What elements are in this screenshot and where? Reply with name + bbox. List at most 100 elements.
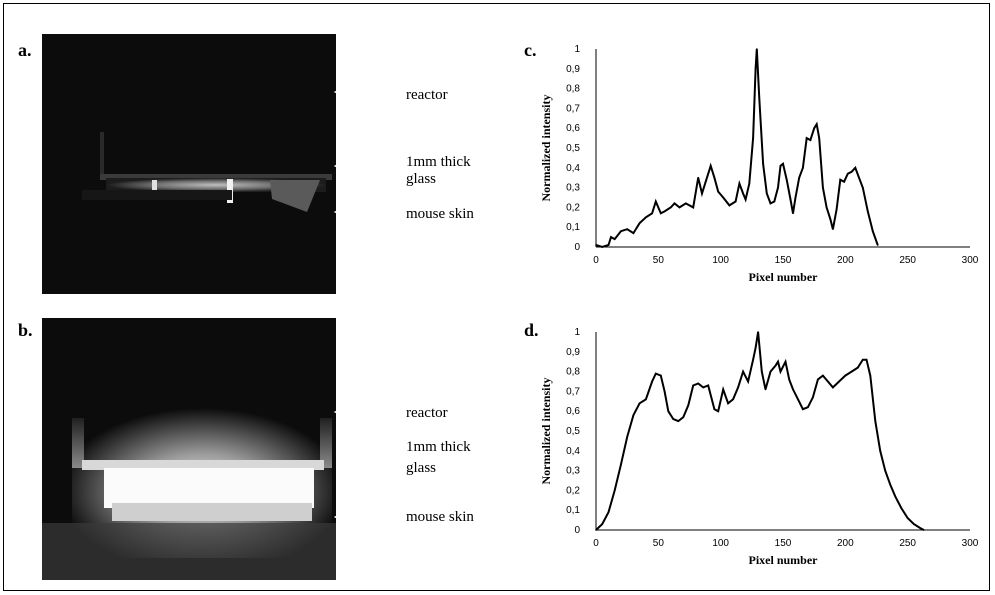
- data-point: [651, 380, 653, 383]
- data-point: [779, 370, 782, 373]
- data-point: [871, 230, 874, 232]
- data-point: [722, 388, 724, 391]
- data-point: [769, 370, 772, 373]
- data-point: [722, 196, 724, 199]
- data-point: [754, 68, 757, 70]
- x-tick-label: 50: [653, 538, 665, 549]
- data-point: [809, 139, 812, 141]
- data-point: [827, 380, 829, 383]
- data-point: [762, 163, 764, 165]
- data-point: [663, 210, 666, 213]
- data-point: [900, 507, 903, 510]
- x-tick-label: 300: [962, 255, 979, 266]
- data-point: [825, 206, 828, 209]
- chart-d-xticks: 0 50 100 150 200 250 300: [593, 538, 979, 549]
- data-point: [613, 238, 616, 240]
- chart-d: 0 0,1 0,2 0,3 0,4 0,5 0,6 0,7 0,8 0,9 1 0 50 100 150 2…: [539, 327, 979, 567]
- arrows-a: [333, 85, 405, 219]
- panel-letter-d: d.: [524, 320, 539, 340]
- data-point: [843, 180, 845, 183]
- data-point: [613, 489, 616, 492]
- y-tick-label: 0,1: [566, 222, 580, 233]
- data-point: [702, 386, 705, 389]
- data-point: [822, 374, 824, 377]
- data-point: [861, 358, 864, 361]
- chart-c-series-line: [595, 48, 879, 249]
- label-reactor-a: reactor: [406, 87, 448, 103]
- data-point: [601, 246, 604, 248]
- data-point: [737, 386, 739, 389]
- data-point: [678, 206, 681, 209]
- data-point: [884, 469, 887, 472]
- data-point: [923, 529, 925, 531]
- chart-d-ylabel: Normalized intensity: [539, 378, 553, 485]
- x-tick-label: 150: [775, 255, 792, 266]
- data-point: [779, 165, 782, 167]
- x-tick-label: 50: [653, 255, 665, 266]
- photo-a: [42, 34, 336, 294]
- data-point: [632, 414, 635, 416]
- data-point: [655, 200, 657, 203]
- data-point: [792, 388, 794, 391]
- data-point: [894, 495, 896, 498]
- y-tick-label: 0,2: [566, 485, 580, 496]
- data-point: [838, 380, 840, 383]
- chart-c-ylabel: Normalized intensity: [539, 95, 553, 202]
- data-point: [879, 450, 882, 452]
- data-point: [728, 204, 731, 207]
- y-tick-label: 0: [574, 525, 580, 536]
- data-point: [829, 218, 832, 221]
- data-point: [807, 406, 809, 409]
- data-point: [785, 178, 788, 181]
- chart-c-yticks: 0 0,1 0,2 0,3 0,4 0,5 0,6 0,7 0,8 0,9 1: [566, 44, 580, 253]
- data-point: [684, 202, 687, 205]
- data-point: [869, 374, 872, 377]
- data-point: [620, 230, 622, 232]
- data-point: [847, 172, 849, 175]
- data-point: [670, 206, 672, 209]
- data-point: [857, 366, 859, 369]
- chart-c-points: [595, 48, 879, 248]
- data-point: [667, 410, 670, 412]
- data-point: [797, 398, 799, 401]
- data-point: [777, 360, 779, 363]
- data-point: [839, 178, 842, 181]
- label-reactor-b: reactor: [406, 405, 448, 421]
- data-point: [734, 200, 737, 203]
- data-point: [913, 523, 915, 525]
- data-point: [844, 374, 847, 377]
- data-point: [835, 208, 838, 211]
- chart-c-xticks: 0 50 100 150 200 250 300: [593, 255, 979, 266]
- data-point: [764, 388, 767, 391]
- chart-d-series-line: [595, 331, 925, 531]
- data-point: [794, 196, 797, 199]
- photo-a-image: [42, 34, 336, 294]
- data-point: [792, 212, 794, 215]
- y-tick-label: 0,8: [566, 84, 580, 95]
- chart-c: 0 0,1 0,2 0,3 0,4 0,5 0,6 0,7 0,8 0,9 1 0 50 100 150 2…: [539, 44, 979, 284]
- data-point: [817, 378, 819, 381]
- y-tick-label: 0,6: [566, 406, 580, 417]
- y-tick-label: 0,7: [566, 103, 580, 114]
- data-point: [919, 527, 921, 529]
- data-point: [732, 398, 734, 401]
- data-point: [660, 212, 662, 215]
- data-point: [692, 384, 695, 387]
- label-glass-b-line2: glass: [406, 460, 436, 476]
- data-point: [701, 192, 703, 195]
- label-glass-a-line2: glass: [406, 171, 436, 187]
- data-point: [626, 436, 628, 438]
- data-point: [673, 202, 676, 205]
- data-point: [752, 358, 754, 361]
- data-point: [798, 176, 801, 179]
- data-point: [802, 408, 804, 411]
- panel-letter-c: c.: [524, 40, 537, 60]
- data-point: [818, 137, 820, 139]
- data-point: [756, 48, 758, 50]
- data-point: [874, 420, 877, 422]
- x-tick-label: 300: [962, 538, 979, 549]
- data-point: [861, 186, 864, 189]
- data-point: [601, 523, 604, 525]
- x-tick-label: 200: [837, 255, 854, 266]
- data-point: [777, 186, 779, 189]
